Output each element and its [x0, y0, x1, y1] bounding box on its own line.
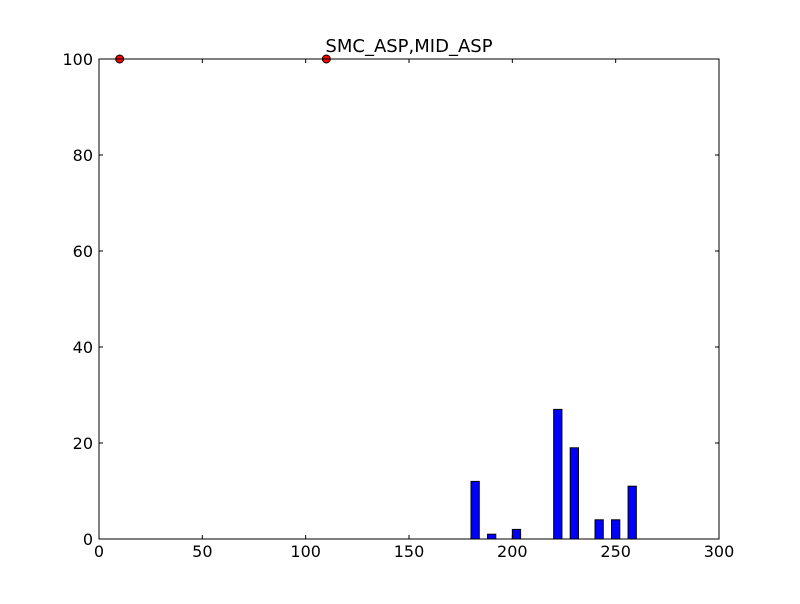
chart-title: SMC_ASP,MID_ASP: [325, 36, 492, 57]
y-tick-label-1: 20: [73, 434, 93, 453]
x-tick-label-3: 150: [394, 542, 425, 561]
x-tick-label-5: 250: [600, 542, 631, 561]
bar-2: [511, 528, 522, 540]
y-tick-label-0: 0: [83, 530, 93, 549]
bar-1: [487, 533, 497, 540]
x-tick-label-6: 300: [704, 542, 735, 561]
plot-area-frame: [98, 58, 720, 540]
bar-7: [627, 485, 637, 540]
y-tick-label-5: 100: [62, 50, 93, 69]
x-tick-label-0: 0: [94, 542, 104, 561]
bar-5: [594, 519, 604, 540]
x-tick-label-2: 100: [290, 542, 321, 561]
bar-3: [553, 408, 563, 540]
y-tick-label-2: 40: [73, 338, 93, 357]
x-tick-label-4: 200: [497, 542, 528, 561]
bar-4: [569, 447, 579, 540]
y-tick-label-4: 80: [73, 146, 93, 165]
bar-0: [470, 480, 480, 540]
x-tick-label-1: 50: [192, 542, 212, 561]
y-tick-label-3: 60: [73, 242, 93, 261]
ticks-layer: 0 50 100 150 200 250 300 0 20 40 60 80 100: [62, 50, 734, 561]
bars-layer: [470, 408, 637, 540]
